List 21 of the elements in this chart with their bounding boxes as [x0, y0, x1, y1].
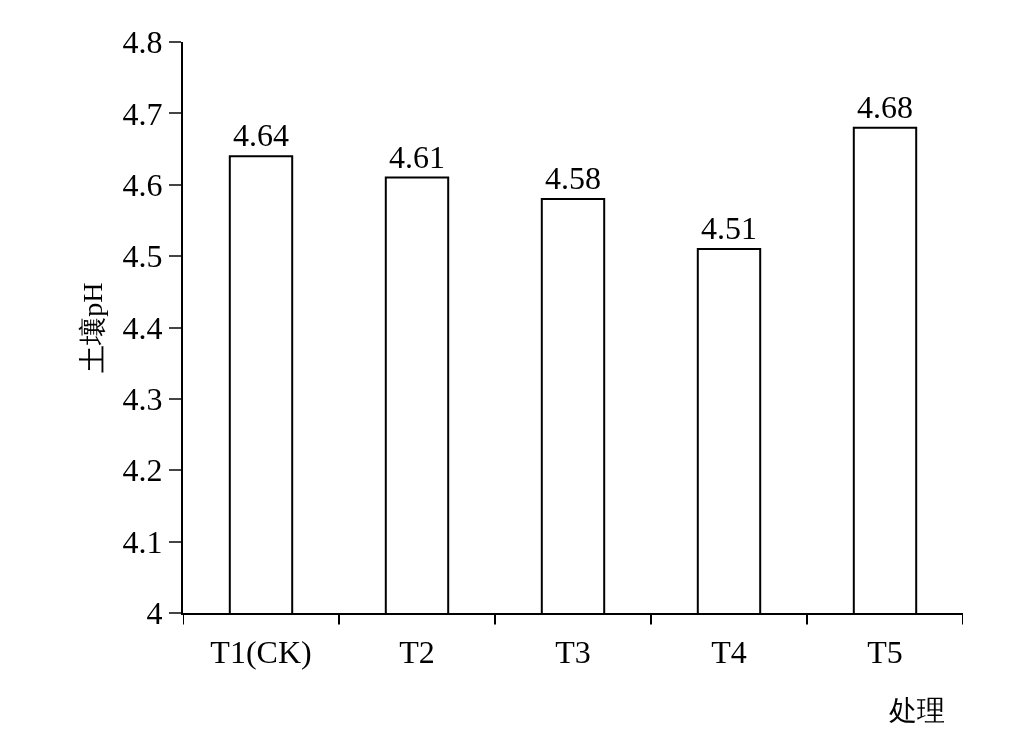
data-label: 4.51 — [701, 209, 757, 246]
data-label: 4.61 — [389, 138, 445, 175]
y-tick-label: 4.5 — [122, 238, 163, 275]
y-tick-label: 4.3 — [122, 381, 163, 418]
data-label: 4.58 — [545, 160, 601, 197]
y-tick-label: 4.6 — [122, 166, 163, 203]
y-tick-label: 4.4 — [122, 309, 163, 346]
data-label: 4.64 — [233, 117, 289, 154]
data-label: 4.68 — [857, 88, 913, 125]
y-tick-label: 4.7 — [122, 95, 163, 132]
y-tick-label: 4.8 — [122, 24, 163, 61]
y-axis-title: 土壤pH — [76, 282, 108, 373]
y-tick-label: 4.1 — [122, 523, 163, 560]
x-axis-title: 处理 — [889, 695, 945, 726]
y-tick-label: 4 — [146, 595, 163, 632]
x-tick-label: T5 — [867, 634, 903, 671]
x-tick-label: T3 — [555, 634, 591, 671]
x-tick-label: T2 — [399, 634, 435, 671]
x-tick-label: T4 — [711, 634, 747, 671]
y-tick-label: 4.2 — [122, 452, 163, 489]
x-tick-label: T1(CK) — [210, 634, 312, 671]
